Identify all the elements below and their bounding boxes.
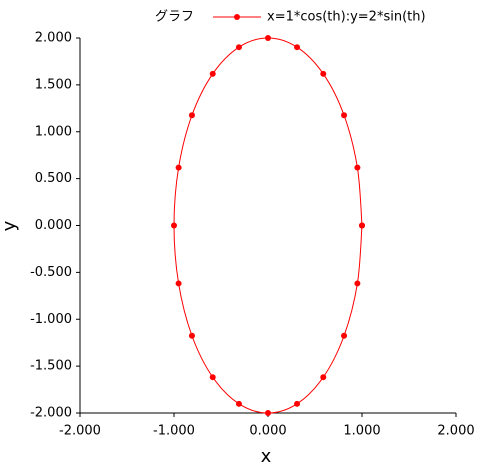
legend-marker: [234, 14, 240, 20]
point: [359, 222, 365, 229]
point: [209, 70, 216, 77]
y-tick-label: 1.500: [35, 77, 72, 92]
y-tick-label: -1.000: [30, 312, 72, 327]
point: [354, 280, 361, 287]
y-tick-label: -0.500: [30, 265, 72, 280]
point: [354, 164, 361, 171]
point: [294, 400, 301, 407]
y-tick-label: 0.000: [35, 218, 72, 233]
point: [188, 112, 195, 119]
point: [265, 35, 271, 41]
y-tick-label: 1.000: [35, 124, 72, 139]
point: [175, 164, 182, 171]
point: [294, 44, 301, 51]
point: [171, 222, 177, 229]
y-tick-label: 0.500: [35, 171, 72, 186]
point: [320, 374, 327, 381]
x-tick-label: 0.000: [249, 424, 286, 439]
x-tick-label: -1.000: [153, 424, 195, 439]
point: [320, 70, 327, 77]
point: [175, 280, 182, 287]
point: [265, 410, 271, 416]
y-tick-label: -1.500: [30, 359, 72, 374]
x-tick-label: -2.000: [59, 424, 101, 439]
y-axis-label: y: [0, 220, 20, 231]
point: [341, 332, 348, 339]
y-tick-label: -2.000: [30, 406, 72, 421]
point: [341, 112, 348, 119]
series-line: [173, 37, 363, 414]
legend-label: x=1*cos(th):y=2*sin(th): [267, 10, 426, 25]
point: [209, 374, 216, 381]
legend-title: グラフ: [155, 10, 194, 25]
x-tick-label: 2.000: [437, 424, 474, 439]
point: [188, 332, 195, 339]
x-tick-label: 1.000: [343, 424, 380, 439]
x-axis-label: x: [261, 446, 272, 467]
point: [235, 400, 242, 407]
point: [235, 44, 242, 51]
y-tick-label: 2.000: [35, 31, 72, 46]
